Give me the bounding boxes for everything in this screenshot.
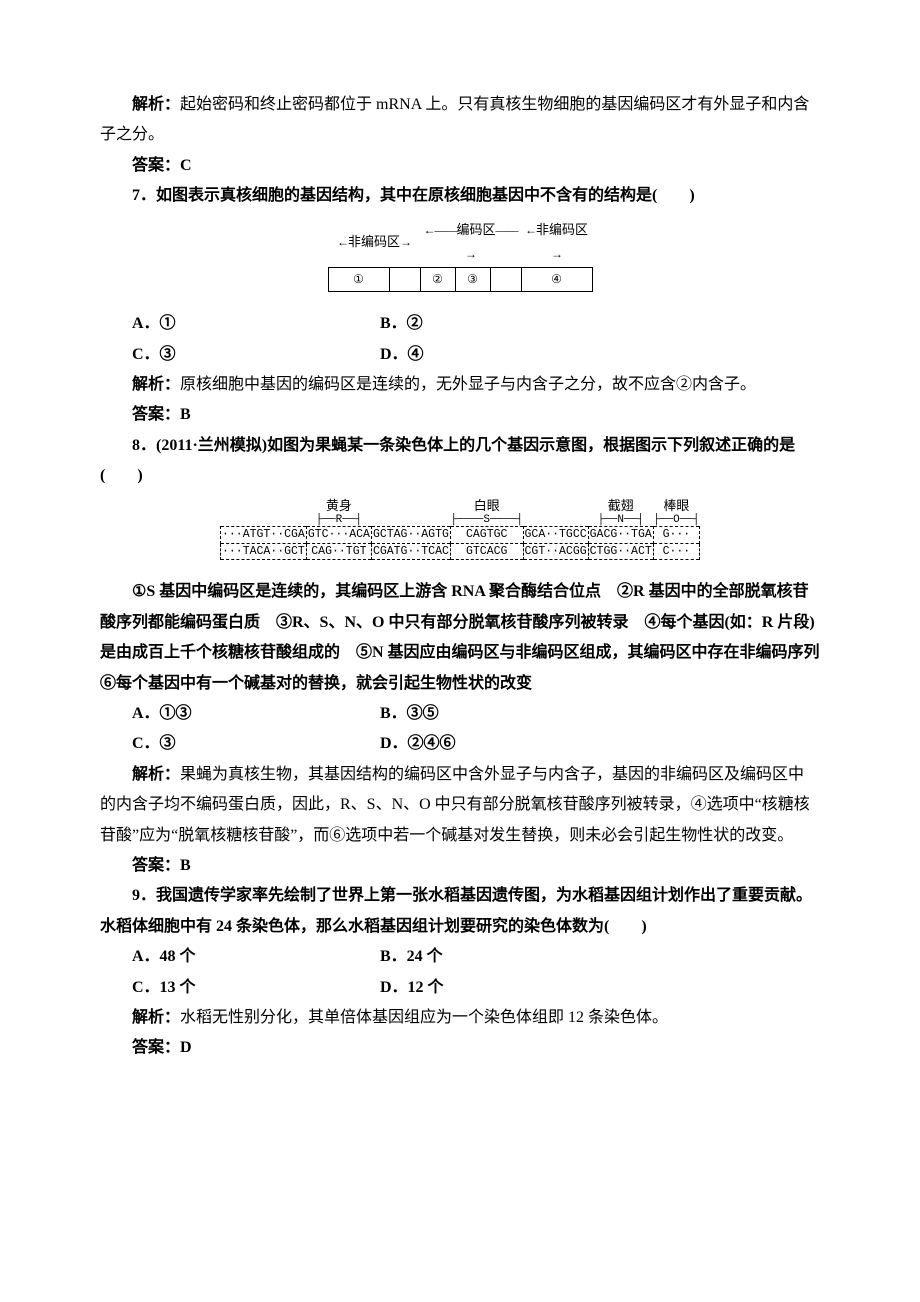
gene-letter-N: N: [617, 514, 624, 526]
seq-bot-0: ···TACA··GCT: [221, 543, 307, 560]
q9-opt-b: B．24 个: [380, 942, 443, 972]
seq-top-2: GCTAG··AGTG: [371, 527, 450, 544]
q8-figure: 黄身 白眼 截翅 棒眼 ├──R──┤ ├────S────┤ ├──N──┤ …: [100, 497, 820, 571]
answer-label: 答案：: [132, 157, 180, 174]
cell-blank1: [389, 267, 420, 291]
q7-num: 7．: [132, 187, 156, 204]
q9-stem: 9．我国遗传学家率先绘制了世界上第一张水稻基因遗传图，为水稻基因组计划作出了重要…: [100, 881, 820, 942]
gene-letter-R: R: [336, 514, 343, 526]
answer-label: 答案：: [132, 857, 180, 874]
q8-analysis-text: 果蝇为真核生物，其基因结构的编码区中含外显子与内含子，基因的非编码区及编码区中的…: [100, 766, 810, 844]
seq-top-4: GCA··TGCC: [523, 527, 588, 544]
seq-top-1: GTC···ACA: [306, 527, 371, 544]
q8-opt-a: A．①③: [100, 699, 380, 729]
q8-opt-b: B．③⑤: [380, 699, 439, 729]
analysis-label: 解析：: [132, 766, 180, 783]
gene-name-O: 棒眼: [653, 497, 699, 515]
q6-analysis: 解析：起始密码和终止密码都位于 mRNA 上。只有真核生物细胞的基因编码区才有外…: [100, 90, 820, 151]
q9-options-row1: A．48 个 B．24 个: [100, 942, 820, 972]
q9-opt-d: D．12 个: [380, 973, 444, 1003]
q8-opt-d: D．②④⑥: [380, 729, 456, 759]
seq-bot-1: CAG··TGT: [306, 543, 371, 560]
q6-answer-value: C: [180, 157, 192, 174]
q8-options-row2: C．③ D．②④⑥: [100, 729, 820, 759]
gene-letter-S: S: [483, 514, 490, 526]
q8-answer: 答案：B: [100, 851, 820, 881]
q8-options-row1: A．①③ B．③⑤: [100, 699, 820, 729]
seq-bot-2: CGATG··TCAC: [371, 543, 450, 560]
q7-options-row2: C．③ D．④: [100, 340, 820, 370]
q8-stem: 8．(2011·兰州模拟)如图为果蝇某一条染色体上的几个基因示意图，根据图示下列…: [100, 431, 820, 492]
q9-num: 9．: [132, 887, 156, 904]
analysis-label: 解析：: [132, 96, 180, 113]
q9-answer: 答案：D: [100, 1033, 820, 1063]
label-coding: 编码区: [456, 222, 495, 237]
q6-answer: 答案：C: [100, 151, 820, 181]
seq-top-5: GACG··TGA: [588, 527, 653, 544]
q7-figure: ←非编码区→ ←——编码区——→ ←非编码区→ ① ② ③ ④: [100, 218, 820, 304]
q7-stem: 7．如图表示真核细胞的基因结构，其中在原核细胞基因中不含有的结构是( ): [100, 181, 820, 211]
seq-top-3: CAGTGC: [450, 527, 523, 544]
q9-opt-a: A．48 个: [100, 942, 380, 972]
gene-letter-O: O: [673, 514, 680, 526]
q8-src: (2011·兰州模拟): [156, 437, 267, 454]
q7-answer-value: B: [180, 406, 191, 423]
q8-num: 8．: [132, 437, 156, 454]
cell-4: ④: [521, 267, 592, 291]
q9-answer-value: D: [180, 1039, 192, 1056]
q9-opt-c: C．13 个: [100, 973, 380, 1003]
document-page: 解析：起始密码和终止密码都位于 mRNA 上。只有真核生物细胞的基因编码区才有外…: [0, 0, 920, 1302]
gene-name-N: 截翅: [588, 497, 653, 515]
analysis-label: 解析：: [132, 376, 180, 393]
q8-opt-c: C．③: [100, 729, 380, 759]
q9-analysis: 解析：水稻无性别分化，其单倍体基因组应为一个染色体组即 12 条染色体。: [100, 1003, 820, 1033]
q7-opt-a: A．①: [100, 309, 380, 339]
seq-bot-5: CTGG··ACT: [588, 543, 653, 560]
cell-3: ③: [455, 267, 490, 291]
q7-analysis-text: 原核细胞中基因的编码区是连续的，无外显子与内含子之分，故不应含②内含子。: [180, 376, 756, 393]
seq-bot-6: C···: [653, 543, 699, 560]
analysis-label: 解析：: [132, 1009, 180, 1026]
cell-1: ①: [328, 267, 389, 291]
q8-answer-value: B: [180, 857, 191, 874]
gene-name-S: 白眼: [450, 497, 523, 515]
q7-answer: 答案：B: [100, 400, 820, 430]
seq-bot-3: GTCACG: [450, 543, 523, 560]
gene-name-R: 黄身: [306, 497, 371, 515]
q8-analysis: 解析：果蝇为真核生物，其基因结构的编码区中含外显子与内含子，基因的非编码区及编码…: [100, 760, 820, 851]
q9-analysis-text: 水稻无性别分化，其单倍体基因组应为一个染色体组即 12 条染色体。: [180, 1009, 668, 1026]
q7-opt-d: D．④: [380, 340, 424, 370]
q8-statements: ①S 基因中编码区是连续的，其编码区上游含 RNA 聚合酶结合位点 ②R 基因中…: [100, 577, 820, 699]
q7-analysis: 解析：原核细胞中基因的编码区是连续的，无外显子与内含子之分，故不应含②内含子。: [100, 370, 820, 400]
q9-stem-text: 我国遗传学家率先绘制了世界上第一张水稻基因遗传图，为水稻基因组计划作出了重要贡献…: [100, 887, 812, 934]
q9-options-row2: C．13 个 D．12 个: [100, 973, 820, 1003]
seq-top-0: ···ATGT··CGA: [221, 527, 307, 544]
cell-2: ②: [420, 267, 455, 291]
q7-opt-b: B．②: [380, 309, 423, 339]
q7-options-row1: A．① B．②: [100, 309, 820, 339]
q7-stem-text: 如图表示真核细胞的基因结构，其中在原核细胞基因中不含有的结构是( ): [156, 187, 695, 204]
q7-opt-c: C．③: [100, 340, 380, 370]
dna-diagram: 黄身 白眼 截翅 棒眼 ├──R──┤ ├────S────┤ ├──N──┤ …: [220, 497, 700, 560]
seq-top-6: G···: [653, 527, 699, 544]
cell-blank2: [490, 267, 521, 291]
gene-structure-diagram: ←非编码区→ ←——编码区——→ ←非编码区→ ① ② ③ ④: [328, 218, 593, 292]
seq-bot-4: CGT··ACGG: [523, 543, 588, 560]
label-noncoding-left: 非编码区: [348, 234, 400, 249]
label-noncoding-right: 非编码区: [536, 222, 588, 237]
answer-label: 答案：: [132, 406, 180, 423]
answer-label: 答案：: [132, 1039, 180, 1056]
q6-analysis-text: 起始密码和终止密码都位于 mRNA 上。只有真核生物细胞的基因编码区才有外显子和…: [100, 96, 809, 143]
